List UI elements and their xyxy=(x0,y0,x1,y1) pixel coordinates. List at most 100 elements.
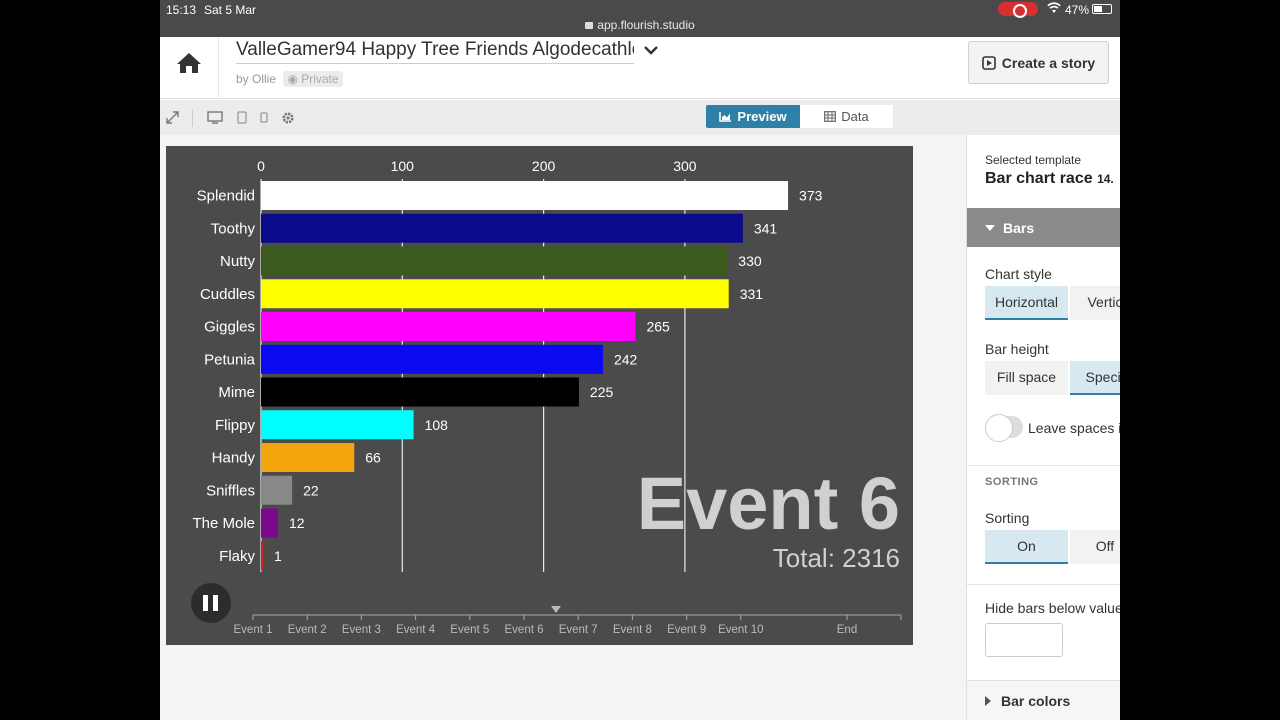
chart-icon xyxy=(719,112,732,122)
settings-panel: Selected template Bar chart race 14. Bar… xyxy=(966,135,1120,720)
byline: by Ollie ◉ Private xyxy=(236,71,343,87)
bar-value-label: 265 xyxy=(646,319,670,335)
pause-button[interactable] xyxy=(191,583,231,623)
fullscreen-icon[interactable] xyxy=(166,111,179,124)
timeline-label: Event 8 xyxy=(613,624,652,636)
project-title[interactable]: ValleGamer94 Happy Tree Friends Algodeca… xyxy=(236,39,634,64)
timeline-label: Event 3 xyxy=(342,624,381,636)
template-label: Selected template xyxy=(985,153,1082,167)
bar-category-label: Giggles xyxy=(204,319,255,336)
visibility-label: Private xyxy=(301,72,339,86)
section-bar-colors-header[interactable]: Bar colors xyxy=(967,680,1120,720)
lock-icon xyxy=(585,22,594,29)
timeline-label: Event 2 xyxy=(288,624,327,636)
chart-style-vertical[interactable]: Vertic xyxy=(1070,286,1120,320)
bar xyxy=(261,246,728,276)
sorting-on[interactable]: On xyxy=(985,530,1068,564)
desktop-view-icon[interactable] xyxy=(207,111,223,124)
template-name[interactable]: Bar chart race 14. xyxy=(985,170,1114,188)
timeline-position-marker[interactable] xyxy=(551,606,561,613)
bar-value-label: 1 xyxy=(274,548,282,564)
home-icon[interactable] xyxy=(176,51,202,75)
chevron-down-icon[interactable] xyxy=(644,45,658,55)
tablet-view-icon[interactable] xyxy=(237,111,247,124)
bar xyxy=(261,377,579,407)
bar-category-label: Petunia xyxy=(204,351,256,368)
chart-svg: 0 100 200 300 Splendid 373 Toothy 341 Nutty 330 Cu… xyxy=(191,158,902,636)
play-square-icon xyxy=(981,55,996,70)
bar-value-label: 12 xyxy=(289,515,305,531)
bar-value-label: 66 xyxy=(365,450,381,466)
preview-tab-label: Preview xyxy=(737,109,787,124)
battery-percent: 47% xyxy=(1065,3,1090,17)
x-tick-label: 100 xyxy=(391,158,415,174)
timeline-label: Event 6 xyxy=(505,624,544,636)
url-text: app.flourish.studio xyxy=(597,18,695,32)
bar-height-specific[interactable]: Specif xyxy=(1070,361,1120,395)
x-tick-label: 0 xyxy=(257,158,265,174)
bar xyxy=(261,213,743,243)
table-icon xyxy=(824,111,837,122)
data-tab[interactable]: Data xyxy=(800,105,893,128)
bar-height-selector: Fill space Specif xyxy=(985,361,1120,395)
total-label: Total: 2316 xyxy=(773,543,900,573)
sorting-label: Sorting xyxy=(985,510,1030,526)
panel-divider xyxy=(967,465,1120,466)
preview-tab[interactable]: Preview xyxy=(706,105,800,128)
bar-chart-race: 0 100 200 300 Splendid 373 Toothy 341 Nutty 330 Cu… xyxy=(166,146,913,645)
visibility-badge[interactable]: ◉ Private xyxy=(283,71,343,87)
bar-colors-label: Bar colors xyxy=(1001,692,1071,709)
section-bars-header[interactable]: Bars xyxy=(967,208,1120,247)
timeline-label: Event 9 xyxy=(667,624,706,636)
screen-recording-icon xyxy=(998,2,1038,18)
chart-style-horizontal[interactable]: Horizontal xyxy=(985,286,1068,320)
caret-right-icon xyxy=(985,695,991,706)
pause-icon xyxy=(203,595,208,611)
bar-category-label: Toothy xyxy=(211,220,256,237)
sorting-off[interactable]: Off xyxy=(1070,530,1120,564)
data-tab-label: Data xyxy=(841,109,869,124)
editor-header: ValleGamer94 Happy Tree Friends Algodeca… xyxy=(160,37,1120,99)
sorting-selector: On Off xyxy=(985,530,1120,564)
caret-down-icon xyxy=(985,224,995,231)
leave-spaces-toggle[interactable] xyxy=(985,414,1023,442)
panel-divider xyxy=(967,584,1120,585)
bar-value-label: 330 xyxy=(738,253,762,269)
timeline-label: Event 1 xyxy=(234,624,273,636)
bar-height-fill-space[interactable]: Fill space xyxy=(985,361,1068,395)
bar-category-label: Sniffles xyxy=(206,482,255,499)
preview-area: 0 100 200 300 Splendid 373 Toothy 341 Nutty 330 Cu… xyxy=(160,135,966,720)
template-version: 14. xyxy=(1097,172,1114,186)
create-story-button[interactable]: Create a story xyxy=(968,41,1109,84)
bar xyxy=(261,475,293,505)
timeline-label: Event 4 xyxy=(396,624,436,636)
status-bar: 15:13 Sat 5 Mar app.flourish.studio 47% xyxy=(160,0,1120,37)
status-date: Sat 5 Mar xyxy=(204,3,257,17)
address-bar[interactable]: app.flourish.studio xyxy=(160,18,1120,32)
mobile-view-icon[interactable] xyxy=(260,111,268,124)
header-divider xyxy=(218,37,219,99)
chart-style-label: Chart style xyxy=(985,266,1052,282)
bar-category-label: Flaky xyxy=(219,548,255,565)
timeline-label: Event 7 xyxy=(559,624,598,636)
bar-value-label: 341 xyxy=(754,220,778,236)
bar-value-label: 331 xyxy=(740,286,764,302)
bar-category-label: Mime xyxy=(218,384,255,401)
bar xyxy=(261,410,414,440)
timeline-label: Event 5 xyxy=(450,624,489,636)
bar xyxy=(261,181,789,210)
wifi-icon xyxy=(1047,2,1061,13)
x-tick-label: 300 xyxy=(673,158,697,174)
bar xyxy=(261,312,636,341)
hide-bars-value-input[interactable] xyxy=(985,623,1063,657)
author-label: by Ollie xyxy=(236,72,277,86)
battery-icon xyxy=(1092,4,1112,14)
chart-style-selector: Horizontal Vertic xyxy=(985,286,1120,320)
bar xyxy=(261,443,355,472)
eye-icon: ◉ xyxy=(287,72,298,86)
timeline-label: Event 10 xyxy=(718,624,763,636)
gear-icon[interactable] xyxy=(281,111,295,125)
template-name-text: Bar chart race xyxy=(985,170,1093,187)
bar-category-label: Handy xyxy=(212,450,256,467)
bar-category-label: Flippy xyxy=(215,417,256,434)
